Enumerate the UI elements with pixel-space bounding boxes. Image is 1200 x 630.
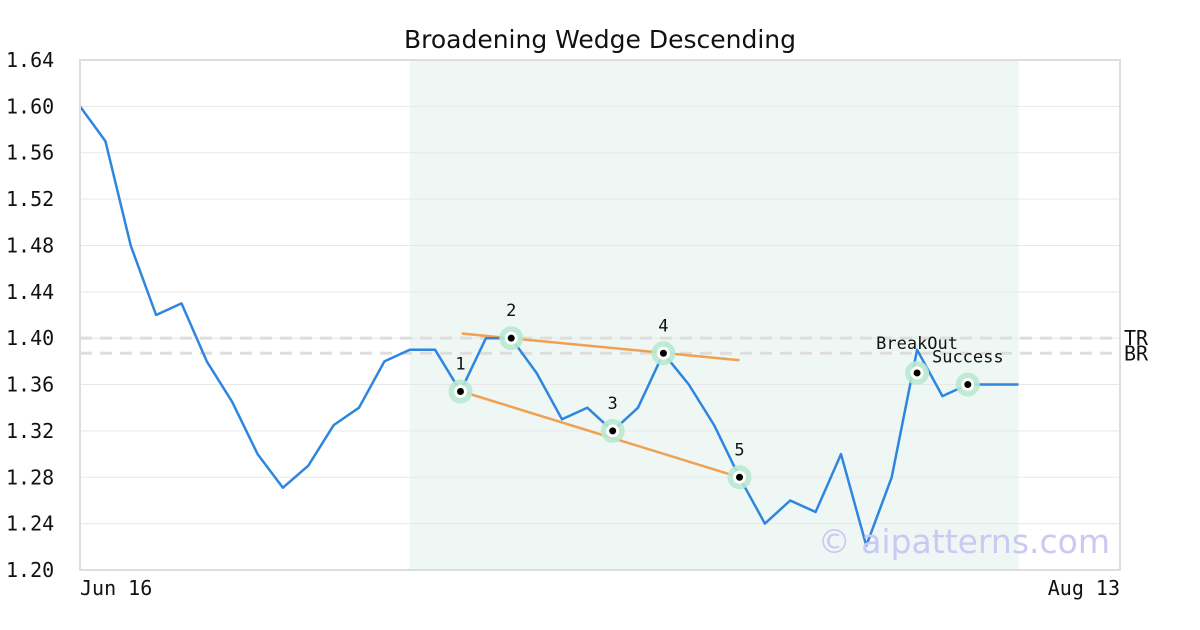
pivot-marker-dot xyxy=(456,388,464,395)
y-tick-label: 1.48 xyxy=(6,233,54,257)
pattern-region xyxy=(409,60,1019,570)
plot-frame xyxy=(79,59,1121,571)
y-tick-label: 1.24 xyxy=(6,512,54,536)
pivot-marker-label: Success xyxy=(932,348,1004,368)
pivot-marker-dot xyxy=(913,369,921,377)
pivot-marker-label: 5 xyxy=(734,440,744,460)
price-series-line xyxy=(78,105,1019,547)
y-tick-label: 1.36 xyxy=(6,373,54,397)
chart-title: Broadening Wedge Descending xyxy=(404,25,796,54)
pivot-marker-dot xyxy=(609,427,617,435)
reference-line-label: TR xyxy=(1124,326,1149,350)
pivot-marker-label: 1 xyxy=(455,355,465,375)
x-tick-label: Jun 16 xyxy=(80,576,152,600)
watermark: © aipatterns.com xyxy=(818,522,1110,561)
y-tick-label: 1.40 xyxy=(6,326,54,350)
x-tick-label: Aug 13 xyxy=(1048,576,1120,600)
pivot-marker-dot xyxy=(736,473,744,481)
pivot-marker-dot xyxy=(507,334,515,342)
y-tick-label: 1.56 xyxy=(6,141,54,165)
y-tick-label: 1.20 xyxy=(6,558,54,582)
reference-line-label: BR xyxy=(1124,341,1149,365)
y-tick-label: 1.44 xyxy=(6,280,54,304)
pivot-marker-label: 2 xyxy=(506,301,516,321)
y-tick-label: 1.64 xyxy=(6,48,54,72)
y-tick-label: 1.32 xyxy=(6,419,54,443)
trend-line xyxy=(461,390,740,479)
pivot-marker-label: BreakOut xyxy=(876,334,958,354)
pivot-marker-dot xyxy=(659,349,667,357)
y-tick-label: 1.52 xyxy=(6,187,54,211)
pivot-marker-label: 4 xyxy=(658,316,668,336)
pivot-marker-dot xyxy=(964,381,972,389)
pivot-marker-label: 3 xyxy=(608,394,618,414)
y-tick-label: 1.28 xyxy=(6,465,54,489)
y-tick-label: 1.60 xyxy=(6,94,54,118)
